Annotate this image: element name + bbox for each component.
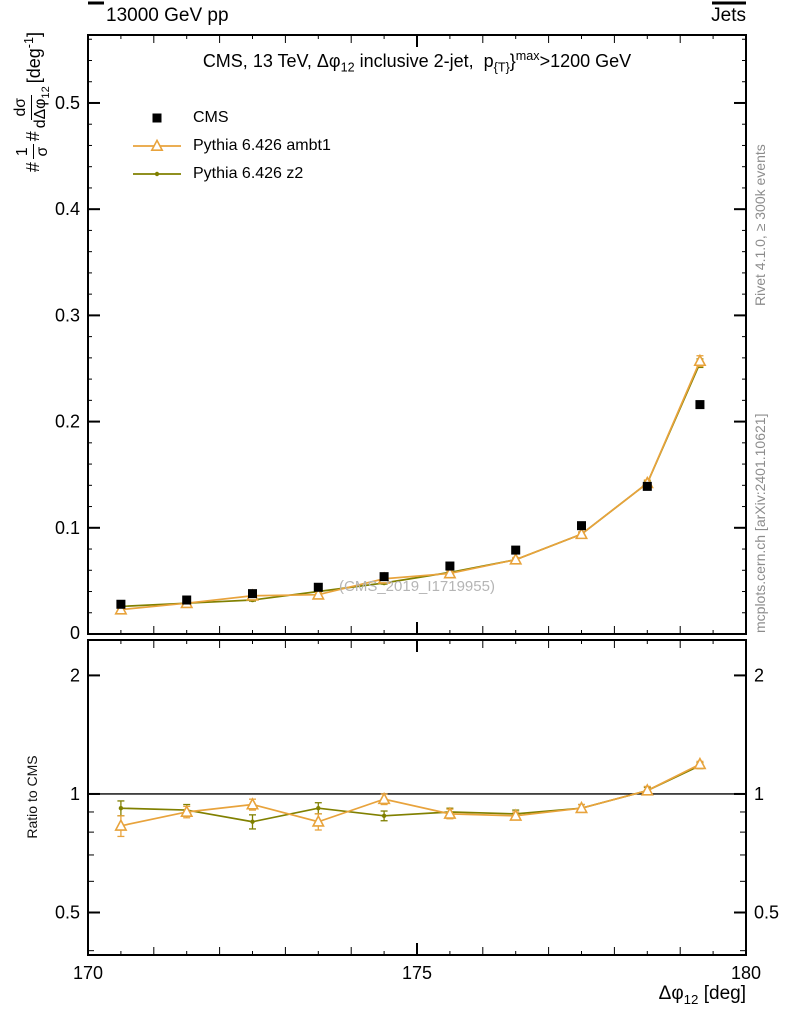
data-point bbox=[693, 353, 707, 367]
x-axis-label: Δφ12 [deg] bbox=[658, 983, 746, 1007]
tick-label: 0.5 bbox=[55, 93, 80, 113]
data-point bbox=[114, 818, 128, 831]
tick-label: 0.1 bbox=[55, 518, 80, 538]
pythia-6-426-z2-ratio bbox=[117, 762, 704, 830]
tick-label: 0.3 bbox=[55, 305, 80, 325]
tick-label: 2 bbox=[70, 665, 80, 685]
tick-label: 180 bbox=[731, 963, 761, 983]
tick-label: 0.5 bbox=[55, 903, 80, 923]
tick-label: 1 bbox=[754, 784, 764, 804]
data-point bbox=[381, 813, 387, 819]
pythia-6-426-z2-main bbox=[117, 358, 704, 609]
data-point bbox=[118, 806, 124, 811]
data-point bbox=[574, 800, 589, 814]
legend-label: Pythia 6.426 z2 bbox=[193, 165, 304, 182]
beam-energy-label: 13000 GeV pp bbox=[106, 5, 229, 26]
data-point bbox=[311, 814, 325, 827]
tick-label: 170 bbox=[73, 963, 103, 983]
legend: CMS Pythia 6.426 ambt1 Pythia 6.426 z2 bbox=[130, 104, 331, 188]
tick-label: 1 bbox=[70, 784, 80, 804]
data-point bbox=[180, 804, 194, 817]
pythia-6-426-ambt1-main bbox=[114, 353, 707, 615]
legend-item: CMS bbox=[130, 104, 331, 132]
data-point bbox=[116, 599, 126, 609]
analysis-watermark: (CMS_2019_I1719955) bbox=[339, 578, 495, 595]
data-point bbox=[693, 756, 707, 770]
mcplots-source-note: mcplots.cern.ch [arXiv:2401.10621] bbox=[752, 413, 768, 633]
data-point bbox=[379, 572, 389, 582]
tick-label: 2 bbox=[754, 665, 764, 685]
data-point bbox=[642, 481, 652, 491]
data-point bbox=[577, 521, 586, 531]
tick-label: 0.2 bbox=[55, 412, 80, 432]
plot-title: CMS, 13 TeV, Δφ12 inclusive 2-jet, p{T}}… bbox=[202, 49, 632, 75]
data-point bbox=[511, 545, 521, 555]
data-point bbox=[152, 113, 162, 123]
data-point bbox=[114, 602, 128, 615]
legend-label: Pythia 6.426 ambt1 bbox=[193, 137, 331, 154]
data-point bbox=[248, 589, 257, 599]
legend-marker-dot-icon bbox=[133, 171, 181, 177]
legend-item: Pythia 6.426 ambt1 bbox=[130, 132, 331, 160]
data-point bbox=[640, 783, 654, 796]
data-point bbox=[316, 806, 321, 811]
data-point bbox=[443, 566, 457, 579]
fraction-dsigma-dphi: dσ dΔφ12 bbox=[12, 86, 53, 129]
pythia-6-426-ambt1-ratio bbox=[114, 756, 707, 838]
data-point bbox=[509, 552, 523, 565]
legend-marker-triangle-open-icon bbox=[133, 138, 181, 151]
data-point bbox=[443, 806, 457, 819]
data-point bbox=[250, 819, 255, 824]
tick-label: 0.5 bbox=[754, 903, 779, 923]
legend-label: CMS bbox=[193, 109, 229, 126]
data-point bbox=[245, 797, 260, 810]
data-point bbox=[182, 595, 192, 605]
legend-item: Pythia 6.426 z2 bbox=[130, 160, 331, 188]
data-point bbox=[509, 808, 523, 821]
data-point bbox=[695, 400, 705, 410]
data-point bbox=[574, 526, 589, 540]
data-point bbox=[377, 791, 391, 805]
y-axis-label: #1 σ # dσ dΔφ12 [deg-1] bbox=[12, 32, 53, 173]
data-point bbox=[445, 561, 455, 571]
data-point bbox=[154, 171, 160, 177]
legend-marker-square-icon bbox=[152, 113, 162, 123]
process-label: Jets bbox=[711, 5, 746, 26]
data-point bbox=[150, 138, 164, 151]
data-point bbox=[313, 582, 323, 592]
data-point bbox=[311, 587, 325, 600]
rivet-version-note: Rivet 4.1.0, ≥ 300k events bbox=[752, 144, 768, 306]
tick-label: 175 bbox=[402, 963, 432, 983]
cms-main bbox=[116, 400, 705, 609]
tick-label: 0.4 bbox=[55, 199, 80, 219]
tick-label: 0 bbox=[70, 623, 80, 643]
ratio-axis-label: Ratio to CMS bbox=[24, 755, 40, 839]
tick-labels: 0 0.1 0.2 0.3 0.4 0.5 0.5 0.5 1 1 2 2 170 175 180 bbox=[55, 93, 779, 983]
